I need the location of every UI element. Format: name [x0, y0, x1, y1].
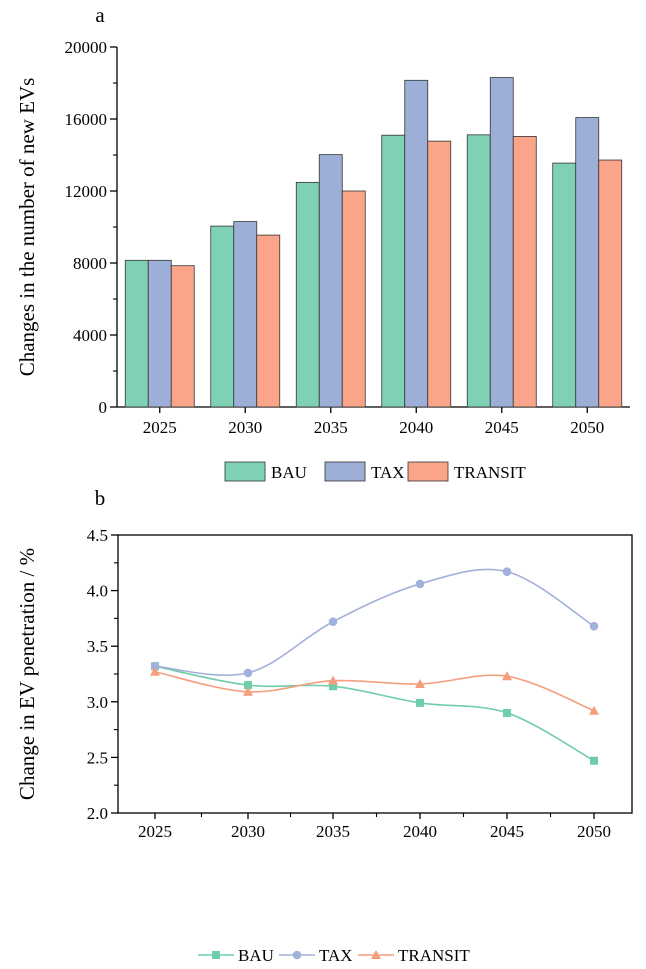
point-transit-2030: [243, 686, 253, 696]
panel-a-y-tick-label: 8000: [73, 254, 107, 273]
legend-b-marker-tax: [292, 950, 302, 960]
bar-transit-2030: [256, 234, 281, 408]
bar-tax-2035: [318, 154, 343, 408]
panel-b-label: b: [95, 486, 106, 510]
point-transit-2025: [150, 666, 160, 676]
line-bau: [154, 665, 595, 762]
panel-b-x-tick-label: 2030: [231, 822, 265, 841]
panel-a-x-tick-label: 2050: [570, 418, 604, 437]
panel-a-y-axis-title: Changes in the number of new EVs: [15, 78, 39, 377]
point-tax-2030: [243, 668, 253, 678]
bar-bau-2045: [466, 134, 491, 408]
panel-b-y-axis-title: Change in EV penetration / %: [15, 548, 39, 800]
legend-a-label-bau: BAU: [271, 463, 307, 482]
legend-a-label-transit: TRANSIT: [454, 463, 526, 482]
panel-a-label: a: [95, 3, 105, 27]
bar-tax-2045: [489, 77, 514, 408]
panel-b-x-tick-label: 2040: [403, 822, 437, 841]
panel-a-x-tick-label: 2040: [399, 418, 433, 437]
line-tax: [154, 568, 595, 676]
panel-b-x-tick-label: 2035: [316, 822, 350, 841]
legend-b-marker-transit: [371, 950, 381, 959]
panel-b-y-tick-label: 4.0: [87, 582, 108, 601]
point-bau-2030: [244, 681, 252, 690]
legend-a-swatch-tax: [324, 461, 366, 482]
legend-b-label-transit: TRANSIT: [398, 946, 470, 965]
bar-tax-2040: [404, 79, 429, 408]
point-bau-2035: [329, 682, 337, 691]
point-transit-2040: [415, 679, 425, 689]
bar-transit-2025: [170, 265, 195, 408]
point-bau-2040: [416, 698, 424, 707]
legend-a-swatch-bau: [224, 461, 266, 482]
point-tax-2035: [328, 617, 338, 627]
panel-a-y-tick-label: 20000: [65, 38, 108, 57]
bar-bau-2040: [381, 134, 406, 408]
point-bau-2045: [503, 708, 511, 717]
panel-b-y-tick-label: 2.0: [87, 804, 108, 823]
panel-b-plot-frame: [117, 534, 633, 814]
point-bau-2050: [590, 756, 598, 765]
point-transit-2045: [502, 671, 512, 681]
panel-b-x-tick-label: 2025: [138, 822, 172, 841]
bar-transit-2050: [598, 159, 623, 408]
point-transit-2050: [589, 705, 599, 715]
legend-b-label-bau: BAU: [238, 946, 274, 965]
legend-b-marker-bau: [212, 951, 220, 959]
point-tax-2050: [589, 621, 599, 631]
panel-a-y-tick-label: 12000: [65, 182, 108, 201]
bar-bau-2030: [210, 225, 235, 408]
legend-b-label-tax: TAX: [319, 946, 353, 965]
point-transit-2035: [328, 675, 338, 685]
point-tax-2040: [415, 579, 425, 589]
panel-a-x-tick-label: 2030: [228, 418, 262, 437]
bar-tax-2025: [147, 259, 172, 408]
panel-a-y-tick-label: 4000: [73, 326, 107, 345]
panel-b-y-tick-label: 4.5: [87, 526, 108, 545]
bar-bau-2035: [295, 181, 320, 408]
legend-a-label-tax: TAX: [371, 463, 405, 482]
panel-a-x-tick-label: 2025: [143, 418, 177, 437]
panel-b-y-tick-label: 3.5: [87, 637, 108, 656]
panel-b-y-tick-label: 3.0: [87, 693, 108, 712]
legend-a-swatch-transit: [407, 461, 449, 482]
bar-bau-2050: [552, 162, 577, 408]
panel-b-x-tick-label: 2050: [577, 822, 611, 841]
panel-a-x-tick-label: 2045: [485, 418, 519, 437]
panel-a-y-tick-label: 16000: [65, 110, 108, 129]
panel-a-x-tick-label: 2035: [314, 418, 348, 437]
panel-b-x-tick-label: 2045: [490, 822, 524, 841]
panel-b-y-tick-label: 2.5: [87, 748, 108, 767]
point-tax-2025: [150, 661, 160, 671]
bar-bau-2025: [124, 259, 149, 408]
bar-transit-2035: [341, 190, 366, 408]
bar-tax-2050: [575, 117, 600, 408]
bar-tax-2030: [233, 221, 258, 408]
bar-transit-2040: [427, 140, 452, 408]
point-tax-2045: [502, 567, 512, 576]
panel-a-y-tick-label: 0: [99, 398, 108, 417]
line-transit: [154, 670, 595, 712]
bar-transit-2045: [512, 136, 537, 408]
